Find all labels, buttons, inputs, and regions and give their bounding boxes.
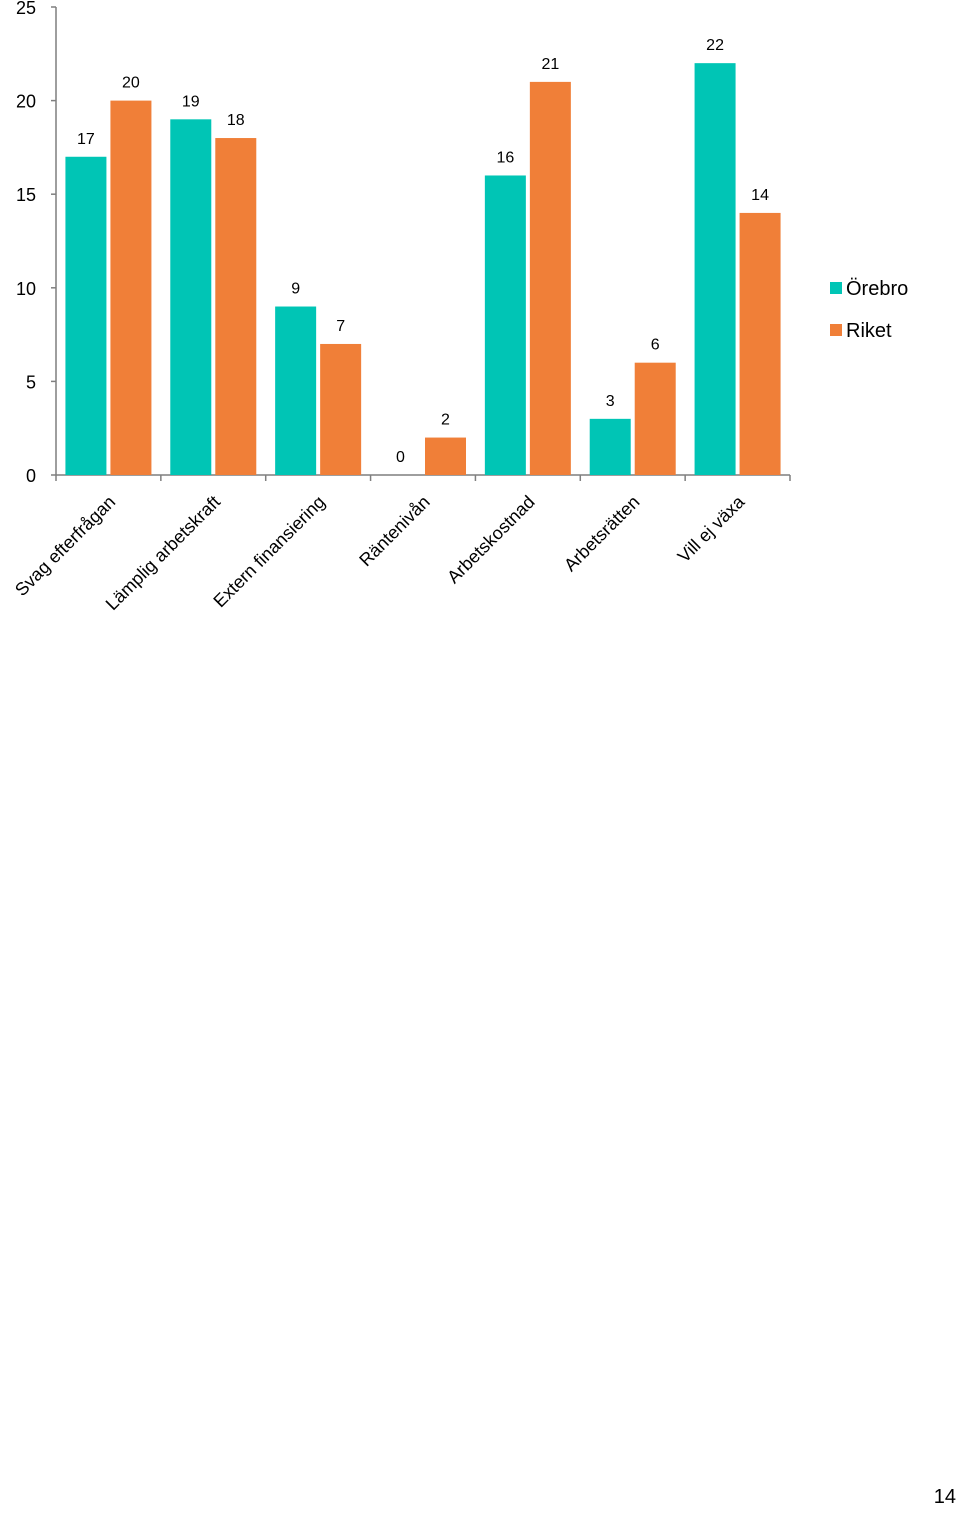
bar-riket bbox=[529, 81, 571, 475]
bar-orebro bbox=[170, 119, 212, 475]
bar-orebro bbox=[694, 63, 736, 475]
bar-orebro bbox=[484, 175, 526, 476]
bar-orebro bbox=[65, 156, 107, 475]
data-label: 21 bbox=[541, 56, 559, 73]
chart-axes bbox=[51, 6, 791, 481]
data-label: 19 bbox=[182, 93, 200, 110]
legend-label: Riket bbox=[846, 320, 892, 342]
y-tick-label: 0 bbox=[26, 466, 36, 486]
bar-riket bbox=[215, 138, 257, 476]
bar-riket bbox=[634, 362, 676, 475]
x-tick-label: Lämplig arbetskraft bbox=[102, 492, 224, 614]
data-label: 6 bbox=[651, 337, 660, 354]
bar-riket bbox=[425, 437, 466, 475]
x-tick-label: Extern finansiering bbox=[209, 492, 329, 612]
y-tick-label: 20 bbox=[16, 92, 36, 112]
data-label: 17 bbox=[77, 131, 95, 148]
y-tick-label: 15 bbox=[16, 185, 36, 205]
bar-orebro bbox=[275, 306, 317, 475]
y-tick-label: 5 bbox=[26, 372, 36, 392]
x-tick-label: Arbetskostnad bbox=[443, 492, 539, 588]
page-number: 14 bbox=[933, 1486, 956, 1508]
bar-riket bbox=[320, 343, 362, 475]
y-tick-label: 10 bbox=[16, 279, 36, 299]
data-label: 20 bbox=[122, 75, 140, 92]
bar-orebro bbox=[589, 418, 631, 475]
legend-swatch bbox=[830, 324, 842, 336]
data-label: 0 bbox=[396, 449, 405, 466]
data-label: 16 bbox=[496, 149, 514, 166]
legend-label: Örebro bbox=[846, 278, 908, 300]
data-label: 7 bbox=[336, 318, 345, 335]
data-label: 2 bbox=[441, 412, 450, 429]
x-tick-label: Vill ej växa bbox=[674, 491, 749, 566]
bar-riket bbox=[110, 100, 152, 475]
y-tick-labels: 0 5 10 15 20 25 bbox=[16, 0, 36, 486]
bar-riket bbox=[739, 212, 781, 476]
x-tick-label: Arbetsrätten bbox=[560, 492, 643, 575]
x-tick-label: Svag efterfrågan bbox=[11, 492, 119, 600]
data-label: 22 bbox=[706, 37, 724, 54]
data-labels: 17 20 19 18 9 7 0 2 16 21 3 6 22 14 bbox=[77, 37, 769, 466]
legend: Örebro Riket bbox=[830, 278, 908, 342]
data-label: 9 bbox=[291, 281, 300, 298]
legend-swatch bbox=[830, 282, 842, 294]
x-tick-label: Räntenivån bbox=[355, 492, 434, 571]
data-label: 18 bbox=[227, 112, 245, 129]
data-label: 3 bbox=[606, 393, 615, 410]
data-label: 14 bbox=[751, 187, 769, 204]
bar-chart: 0 5 10 15 20 25 17 20 19 18 9 7 0 2 16 21 3 6 22 14 Svag e… bbox=[11, 0, 908, 614]
chart-bars bbox=[65, 63, 781, 476]
y-tick-label: 25 bbox=[16, 0, 36, 18]
